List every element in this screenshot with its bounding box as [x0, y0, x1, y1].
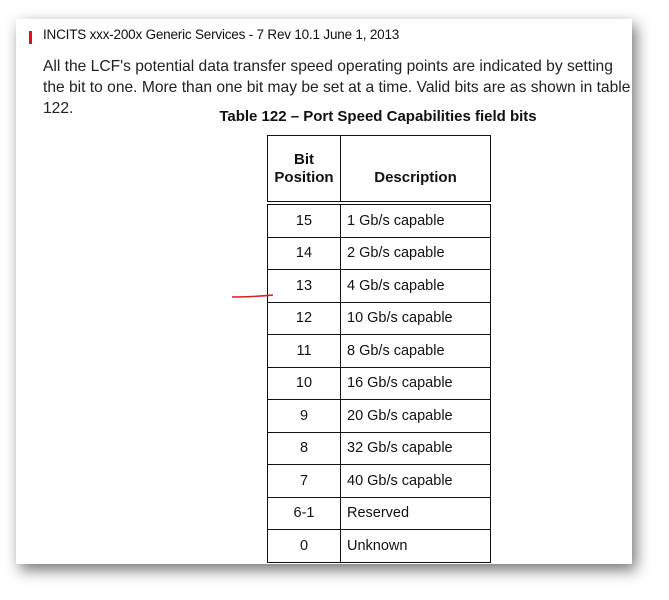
description-cell: 8 Gb/s capable [340, 334, 491, 368]
description-cell: 16 Gb/s capable [340, 366, 491, 400]
description-cell: 4 Gb/s capable [340, 269, 491, 303]
bit-position-cell: 12 [267, 301, 341, 335]
table-row: 11 8 Gb/s capable [267, 334, 491, 368]
column-header-description: Description [340, 135, 491, 205]
bit-position-cell: 13 [267, 269, 341, 303]
table-caption: Table 122 – Port Speed Capabilities fiel… [219, 108, 537, 125]
table-row: 0 Unknown [267, 529, 491, 563]
bit-position-cell: 6-1 [267, 496, 341, 530]
table-row: 12 10 Gb/s capable [267, 301, 491, 335]
description-cell: 40 Gb/s capable [340, 464, 491, 498]
table-row: 10 16 Gb/s capable [267, 366, 491, 400]
description-cell: Unknown [340, 529, 491, 563]
bit-position-cell: 15 [267, 202, 341, 238]
column-header-bit-position: Bit Position [267, 135, 341, 205]
table-row: 9 20 Gb/s capable [267, 399, 491, 433]
table-row: 13 4 Gb/s capable [267, 269, 491, 303]
port-speed-table: Bit Position Description 15 1 Gb/s capabl… [267, 135, 491, 563]
description-cell: 2 Gb/s capable [340, 236, 491, 270]
bit-position-cell: 9 [267, 399, 341, 433]
table-row: 8 32 Gb/s capable [267, 431, 491, 465]
bit-position-cell: 0 [267, 529, 341, 563]
bit-position-cell: 7 [267, 464, 341, 498]
bit-position-cell: 8 [267, 431, 341, 465]
description-cell: 20 Gb/s capable [340, 399, 491, 433]
table-row: 15 1 Gb/s capable [267, 202, 491, 238]
bit-position-cell: 14 [267, 236, 341, 270]
red-pen-mark [232, 294, 274, 298]
description-cell: 10 Gb/s capable [340, 301, 491, 335]
description-cell: 32 Gb/s capable [340, 431, 491, 465]
bit-position-cell: 10 [267, 366, 341, 400]
description-cell: 1 Gb/s capable [340, 202, 491, 238]
table-row: 7 40 Gb/s capable [267, 464, 491, 498]
change-bar [29, 31, 32, 44]
table-row: 14 2 Gb/s capable [267, 236, 491, 270]
document-header: INCITS xxx-200x Generic Services - 7 Rev… [43, 27, 400, 42]
description-cell: Reserved [340, 496, 491, 530]
bit-position-cell: 11 [267, 334, 341, 368]
table-row: 6-1 Reserved [267, 496, 491, 530]
body-paragraph: All the LCF's potential data transfer sp… [43, 58, 631, 117]
